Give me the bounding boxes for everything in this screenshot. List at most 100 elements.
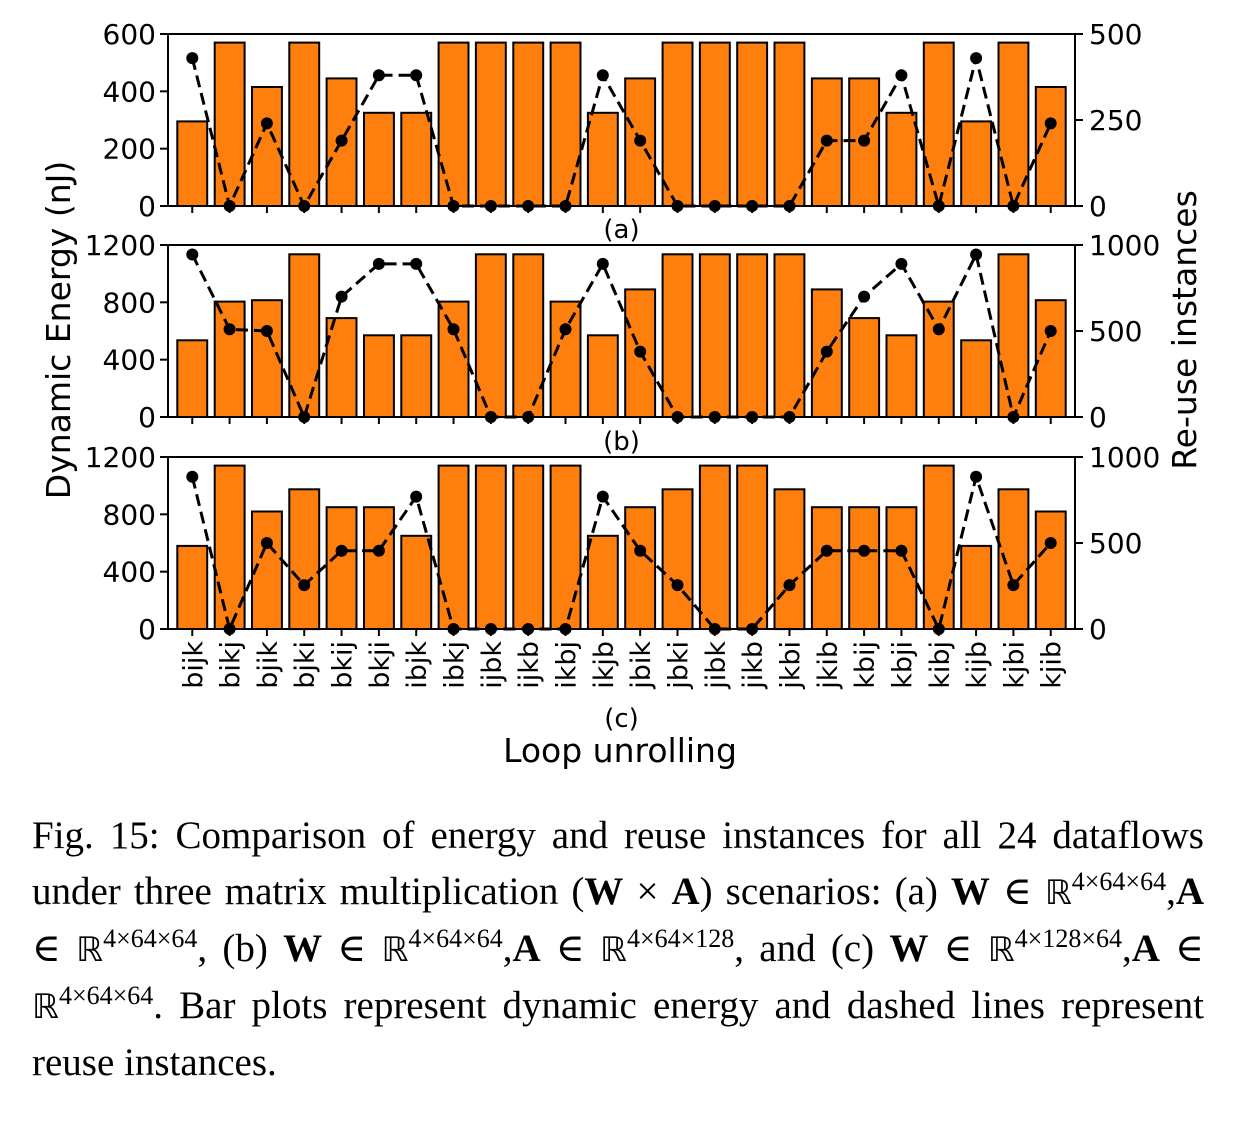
bar-kijb (960, 120, 993, 207)
reuse-point-jbik (634, 134, 647, 147)
bar-kibj (922, 41, 955, 207)
x-tick-label-jibk: jibk (701, 641, 732, 690)
left-tick-label: 0 (138, 190, 156, 223)
bar-kjib (1034, 299, 1067, 419)
bar-bkji (363, 506, 395, 631)
reuse-point-bjik (260, 537, 273, 549)
x-tick-label-jkib: jkib (813, 641, 844, 690)
figure: 0 200 400 600 0 250 500 (a) 0 400 800 1200 0 500 1000 (… (39, 18, 1204, 770)
bar-ikjb (586, 334, 619, 418)
bar-jbik (624, 288, 657, 418)
bar-ijbk (474, 253, 507, 418)
bar-bijk (176, 120, 209, 207)
caption-W: W (283, 927, 323, 970)
bar-kbji (885, 111, 918, 207)
reuse-point-bijk (186, 248, 199, 261)
caption-A: A (1131, 927, 1160, 970)
bar-jkbi (773, 41, 806, 207)
bar-jikb (736, 253, 769, 418)
caption-dim: 4×64×64 (1071, 867, 1167, 896)
caption-A: A (512, 927, 541, 970)
reuse-point-ibjk (410, 257, 423, 270)
bar-bikj (213, 41, 246, 207)
reuse-point-bjik (260, 117, 273, 130)
right-tick-label: 0 (1089, 401, 1107, 434)
bar-bikj (213, 300, 246, 419)
bar-kbji (885, 334, 918, 418)
reuse-point-bjik (260, 325, 273, 337)
bar-kijb (960, 544, 993, 631)
reuse-point-bjki (298, 579, 311, 592)
x-tick-label-kibj: kibj (925, 641, 956, 689)
bar-ibkj (437, 464, 470, 630)
bar-ibjk (400, 334, 433, 418)
right-tick-label: 500 (1089, 315, 1142, 348)
reuse-point-jbik (634, 544, 647, 557)
caption-A: A (1175, 870, 1205, 913)
reuse-point-ibkj (447, 323, 460, 336)
right-tick-label: 1000 (1089, 229, 1160, 262)
left-tick-label: 600 (103, 18, 156, 51)
caption-reals: ℝ (600, 930, 627, 970)
panel-label: (a) (603, 215, 639, 245)
reuse-point-kbji (895, 69, 908, 82)
bar-ibkj (437, 300, 470, 419)
bar-kbij (848, 506, 881, 631)
reuse-point-kbji (895, 257, 908, 270)
panel-label: (b) (603, 427, 640, 457)
left-tick-label: 0 (138, 613, 156, 646)
reuse-point-ibjk (410, 69, 423, 82)
reuse-point-jkbi (783, 579, 796, 592)
bar-bijk (176, 544, 209, 631)
reuse-point-bijk (186, 470, 199, 483)
bar-jbki (661, 488, 694, 631)
reuse-point-kijb (970, 470, 983, 483)
caption-in: ∈ (1159, 927, 1205, 970)
left-tick-label: 0 (138, 401, 156, 434)
bar-ijbk (474, 464, 507, 630)
caption-in: ∈ (32, 927, 77, 970)
x-tick-label-ibjk: ibjk (402, 641, 433, 689)
bar-bijk (176, 339, 209, 418)
x-tick-label-bikj: bikj (216, 641, 247, 689)
caption-reals: ℝ (1044, 873, 1072, 913)
left-tick-label: 800 (103, 286, 156, 319)
x-tick-label-ibkj: ibkj (440, 641, 471, 689)
figure-caption: Fig. 15: Comparison of energy and reuse … (32, 808, 1204, 1091)
left-tick-label: 800 (103, 498, 156, 531)
left-axis-title: Dynamic Energy (nJ) (39, 161, 78, 499)
caption-dim: 4×64×128 (626, 924, 735, 953)
reuse-line (190, 57, 1053, 212)
reuse-point-kbij (858, 290, 871, 303)
reuse-point-bkij (335, 134, 348, 147)
caption-W: W (889, 927, 929, 970)
caption-comma: , (502, 927, 513, 970)
bar-jibk (698, 464, 731, 630)
reuse-point-jbik (634, 345, 647, 358)
bar-kibj (922, 300, 955, 419)
bar-jbki (661, 41, 694, 207)
caption-reals: ℝ (76, 930, 104, 970)
reuse-point-kbij (858, 134, 871, 147)
bar-jkbi (773, 253, 806, 418)
x-tick-label-kijb: kijb (962, 641, 993, 689)
bar-ijkb (512, 41, 545, 207)
caption-dim: 4×64×64 (58, 981, 154, 1010)
reuse-point-kijb (970, 52, 983, 65)
caption-reals: ℝ (32, 987, 59, 1027)
x-tick-label-ijbk: ijbk (477, 641, 508, 689)
reuse-point-kibj (932, 323, 945, 336)
bar-ijkb (512, 464, 545, 630)
bar-bikj (213, 464, 246, 630)
bar-ibkj (437, 41, 470, 207)
caption-text: , (b) (197, 927, 284, 970)
bar-ibjk (400, 111, 433, 207)
right-tick-label: 500 (1089, 18, 1142, 51)
caption-comma: , (1121, 927, 1132, 970)
left-tick-label: 400 (103, 556, 156, 589)
bar-jikb (736, 464, 769, 630)
bar-jibk (698, 41, 731, 207)
x-tick-label-jikb: jikb (738, 641, 769, 690)
bar-ijkb (512, 253, 545, 418)
caption-W: W (584, 870, 624, 913)
